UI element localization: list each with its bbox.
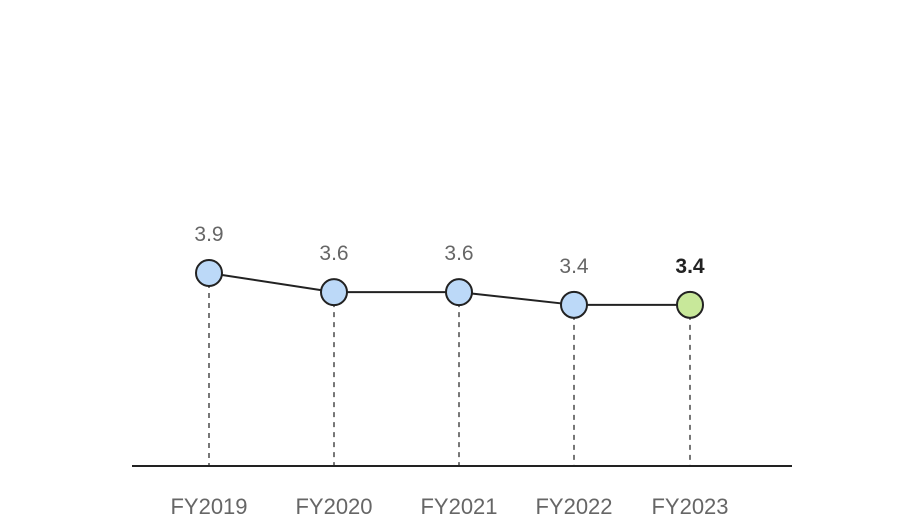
x-tick-label: FY2023: [651, 494, 728, 519]
data-point-highlight: [676, 290, 704, 319]
value-label: 3.4: [559, 255, 589, 278]
data-points: [195, 259, 704, 319]
line-segment: [208, 272, 335, 294]
data-point: [195, 259, 223, 287]
value-labels: 3.9 3.6 3.6 3.4 3.4: [194, 223, 705, 278]
series-line: [208, 272, 690, 306]
value-label: 3.9: [194, 223, 223, 246]
value-label: 3.6: [319, 242, 348, 265]
data-point: [560, 290, 588, 319]
x-tick-labels: FY2019 FY2020 FY2021 FY2022 FY2023: [170, 494, 728, 519]
data-point: [445, 278, 473, 307]
droplines: [208, 273, 691, 466]
line-segment: [458, 291, 575, 306]
value-label: 3.4: [675, 255, 705, 278]
x-tick-label: FY2022: [535, 494, 612, 519]
x-tick-label: FY2020: [295, 494, 372, 519]
value-label: 3.6: [444, 242, 473, 265]
data-point: [320, 278, 348, 307]
x-tick-label: FY2019: [170, 494, 247, 519]
x-tick-label: FY2021: [420, 494, 497, 519]
